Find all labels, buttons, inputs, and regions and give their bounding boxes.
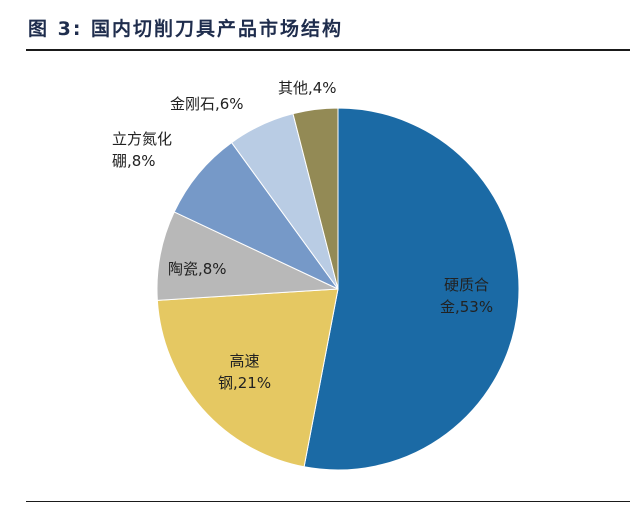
label-hss-line2: 钢,21% xyxy=(218,374,272,392)
label-cbn-line1: 立方氮化 xyxy=(112,130,173,148)
pie-slice-2 xyxy=(156,211,339,301)
pie-slice-3 xyxy=(173,141,339,290)
figure-title: 图 3: 国内切削刀具产品市场结构 xyxy=(28,18,344,40)
label-diamond: 金刚石,6% xyxy=(170,95,244,113)
pie-slice-5 xyxy=(292,107,339,290)
label-cbn-line2: 硼,8% xyxy=(112,152,156,170)
pie-slice-0 xyxy=(303,107,520,471)
pie-slice-1 xyxy=(156,288,339,468)
label-carbide: 硬质合 金,53% xyxy=(440,274,493,318)
label-hss: 高速 钢,21% xyxy=(218,350,271,394)
label-hss-line1: 高速 xyxy=(229,352,260,370)
title-divider xyxy=(26,49,630,51)
label-carbide-line2: 金,53% xyxy=(440,298,494,316)
label-carbide-line1: 硬质合 xyxy=(444,276,490,294)
label-other: 其他,4% xyxy=(278,79,337,97)
bottom-divider xyxy=(26,501,630,502)
label-ceramic: 陶瓷,8% xyxy=(168,260,227,278)
label-cbn: 立方氮化 硼,8% xyxy=(112,128,172,172)
